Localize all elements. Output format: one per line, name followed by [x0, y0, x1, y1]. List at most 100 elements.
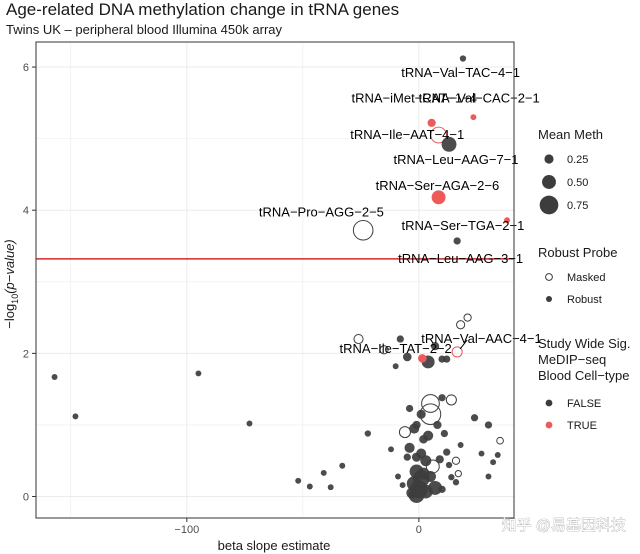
data-point — [445, 394, 457, 406]
grid-lines — [36, 42, 514, 518]
data-point — [494, 452, 501, 458]
point-label: tRNA−Val−AAC−4−1 — [421, 331, 541, 346]
data-point — [402, 352, 412, 362]
data-point — [457, 442, 464, 448]
y-axis-ticks: 0 2 4 6 — [23, 62, 36, 504]
labeled-data-point — [427, 118, 436, 127]
legend-sig-title-line1: Study Wide Sig. — [538, 336, 631, 351]
y-tick-label: 4 — [23, 205, 29, 217]
legend-sig-title-line3: Blood Cell−type — [538, 368, 629, 383]
point-label: tRNA−Ile−TAT−2−2 — [340, 341, 452, 356]
legend-meth-key — [544, 154, 554, 164]
point-label: tRNA−Ser−TGA−2−1 — [402, 218, 525, 233]
legend-meth-key — [539, 195, 559, 215]
data-point — [428, 480, 443, 495]
y-axis-title-subscript: 10 — [10, 294, 20, 304]
data-point — [431, 342, 440, 351]
data-point — [408, 487, 425, 503]
data-point — [416, 448, 427, 459]
point-label: tRNA−iMet−CAT−1−4 — [351, 91, 476, 106]
panel-background — [36, 42, 514, 518]
data-point — [484, 421, 493, 429]
legend-meth-label: 0.50 — [567, 177, 588, 189]
point-label: tRNA−Ser−AGA−2−6 — [376, 178, 500, 193]
point-label: tRNA−Pro−AGG−2−5 — [259, 204, 384, 219]
data-point — [454, 469, 462, 478]
legend-sig-title-line2: MeDIP−seq — [538, 352, 606, 367]
labeled-data-point — [430, 126, 447, 144]
labeled-data-point — [451, 346, 463, 358]
legend-sig-key — [545, 399, 553, 407]
data-point — [403, 453, 411, 461]
legend-meth-label: 0.25 — [567, 154, 588, 166]
legend-mean-meth: Mean Meth 0.25 0.50 0.75 — [538, 127, 603, 215]
legend-meth-key — [542, 175, 556, 189]
data-point — [409, 423, 420, 434]
x-axis-ticks: −100 0 — [174, 518, 422, 536]
data-point — [443, 448, 451, 456]
data-point — [448, 474, 455, 481]
data-point — [51, 374, 58, 380]
data-point — [485, 473, 492, 480]
label-connectors — [459, 339, 468, 350]
data-point — [353, 333, 364, 345]
labeled-data-point — [431, 190, 446, 205]
legend-mean-meth-title: Mean Meth — [538, 127, 603, 142]
labeled-data-point — [441, 136, 457, 152]
data-point — [246, 420, 253, 427]
data-point — [443, 355, 451, 363]
label-connector — [459, 339, 468, 350]
legend-sig-label: FALSE — [567, 398, 601, 410]
labeled-data-point — [352, 219, 374, 241]
data-point — [456, 320, 466, 330]
point-label: tRNA−Ile−AAT−4−1 — [350, 127, 464, 142]
labeled-data-point — [504, 217, 510, 224]
legend-robust-label: Masked — [567, 272, 606, 284]
data-point — [364, 430, 371, 437]
data-point — [452, 479, 460, 486]
panel-frame — [35, 41, 515, 519]
data-point — [398, 426, 411, 439]
data-point — [399, 482, 406, 489]
chart-subtitle: Twins UK – peripheral blood Illumina 450… — [6, 22, 283, 37]
legend-robust-label: Robust — [567, 294, 602, 306]
data-point — [451, 456, 461, 465]
data-point — [438, 394, 446, 402]
data-point — [396, 335, 404, 343]
labeled-data-point — [453, 237, 461, 245]
data-point — [405, 404, 414, 413]
y-tick-label: 6 — [23, 62, 29, 74]
data-point — [478, 450, 485, 457]
data-point — [417, 467, 430, 480]
data-points — [51, 55, 510, 503]
data-point — [435, 455, 444, 464]
legend-sig-label: TRUE — [567, 420, 597, 432]
data-point — [463, 313, 472, 322]
y-axis-title-suffix: (p−value) — [2, 239, 17, 294]
point-label: tRNA−Val−TAC−4−1 — [401, 65, 520, 80]
data-point — [392, 363, 399, 370]
data-point — [327, 484, 334, 491]
labeled-data-point — [459, 55, 467, 62]
legend-robust-probe: Robust Probe Masked Robust — [538, 245, 618, 306]
data-point — [379, 345, 389, 355]
data-point — [72, 413, 79, 420]
y-tick-label: 2 — [23, 348, 29, 360]
y-axis-title-prefix: −log — [2, 304, 17, 329]
x-tick-label: −100 — [174, 524, 199, 536]
point-labels: tRNA−Val−TAC−4−1 tRNA−iMet−CAT−1−4 tRNA−Va… — [259, 65, 542, 356]
legend-meth-label: 0.75 — [567, 200, 588, 212]
data-point — [295, 477, 302, 484]
data-point — [490, 459, 497, 466]
legend-masked-key — [545, 273, 553, 281]
y-axis-title: −log10(p−value) — [2, 239, 20, 329]
watermark-text: 知乎 @易基因科技 — [502, 517, 626, 534]
point-label: tRNA−Leu−AAG−7−1 — [393, 152, 518, 167]
data-point — [496, 436, 504, 445]
data-point — [320, 469, 327, 476]
labeled-data-point — [470, 114, 477, 121]
y-tick-label: 0 — [23, 492, 29, 504]
x-axis-title: beta slope estimate — [218, 538, 331, 553]
legend-study-sig: Study Wide Sig. MeDIP−seq Blood Cell−typ… — [538, 336, 631, 432]
